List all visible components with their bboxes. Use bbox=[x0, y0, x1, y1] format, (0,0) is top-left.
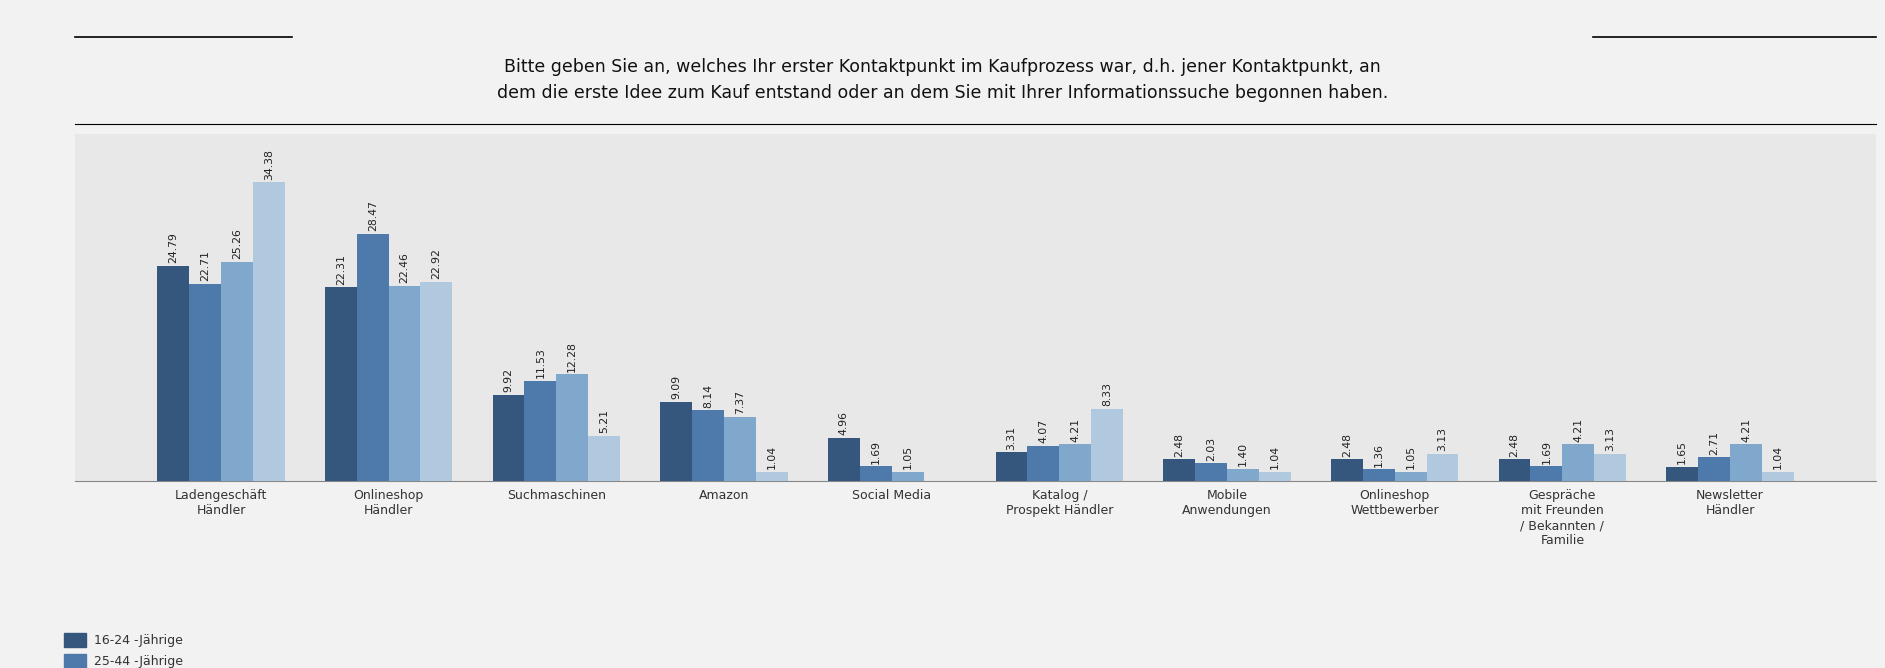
Bar bbox=[1091, 409, 1123, 481]
Bar bbox=[156, 266, 188, 481]
Text: 2.48: 2.48 bbox=[1174, 433, 1184, 457]
Bar bbox=[1027, 446, 1059, 481]
Legend: 16-24 -Jährige, 25-44 -Jährige, 45-64 -Jährige, 64-88-Jährige: 16-24 -Jährige, 25-44 -Jährige, 45-64 -J… bbox=[64, 633, 183, 668]
Bar bbox=[692, 410, 724, 481]
Text: 1.05: 1.05 bbox=[1406, 445, 1416, 469]
Text: 1.04: 1.04 bbox=[1772, 445, 1783, 470]
Bar bbox=[1059, 444, 1091, 481]
Text: 22.71: 22.71 bbox=[200, 250, 209, 281]
Bar bbox=[1499, 460, 1531, 481]
Bar bbox=[1730, 444, 1762, 481]
Text: 2.48: 2.48 bbox=[1510, 433, 1519, 457]
Bar bbox=[1698, 458, 1730, 481]
Bar bbox=[724, 417, 756, 481]
Text: 9.09: 9.09 bbox=[671, 375, 680, 399]
Text: 4.96: 4.96 bbox=[839, 411, 848, 436]
Bar bbox=[892, 472, 924, 481]
Text: 1.05: 1.05 bbox=[903, 445, 912, 469]
Bar bbox=[221, 262, 253, 481]
Text: 1.04: 1.04 bbox=[1270, 445, 1280, 470]
Bar bbox=[660, 402, 692, 481]
Text: 34.38: 34.38 bbox=[264, 149, 273, 180]
Bar bbox=[860, 466, 892, 481]
Bar bbox=[1595, 454, 1627, 481]
Bar bbox=[588, 436, 620, 481]
Text: 4.07: 4.07 bbox=[1039, 419, 1048, 443]
Text: 3.31: 3.31 bbox=[1007, 426, 1016, 450]
Bar bbox=[492, 395, 524, 481]
Bar bbox=[388, 286, 420, 481]
Bar bbox=[1531, 466, 1563, 481]
Bar bbox=[253, 182, 285, 481]
Text: 8.14: 8.14 bbox=[703, 383, 713, 407]
Text: 2.71: 2.71 bbox=[1710, 431, 1719, 455]
Text: 22.31: 22.31 bbox=[336, 254, 345, 285]
Text: 2.48: 2.48 bbox=[1342, 433, 1352, 457]
Text: 1.40: 1.40 bbox=[1238, 442, 1248, 466]
Bar bbox=[1427, 454, 1459, 481]
Bar bbox=[556, 374, 588, 481]
Text: 9.92: 9.92 bbox=[503, 368, 513, 392]
Bar bbox=[1331, 460, 1363, 481]
Bar bbox=[1227, 469, 1259, 481]
Bar bbox=[1395, 472, 1427, 481]
Bar bbox=[1762, 472, 1795, 481]
Text: 22.46: 22.46 bbox=[400, 253, 409, 283]
Bar bbox=[1563, 444, 1595, 481]
Bar bbox=[1363, 469, 1395, 481]
Text: 11.53: 11.53 bbox=[535, 347, 545, 378]
Text: 1.69: 1.69 bbox=[871, 440, 880, 464]
Bar bbox=[188, 284, 221, 481]
Text: 4.21: 4.21 bbox=[1071, 418, 1080, 442]
Text: 2.03: 2.03 bbox=[1206, 437, 1216, 461]
Bar bbox=[1163, 460, 1195, 481]
Text: 1.65: 1.65 bbox=[1678, 440, 1687, 464]
Bar bbox=[324, 287, 356, 481]
Text: 12.28: 12.28 bbox=[567, 341, 577, 371]
Bar bbox=[756, 472, 788, 481]
Bar bbox=[828, 438, 860, 481]
Text: 8.33: 8.33 bbox=[1103, 382, 1112, 406]
Text: 3.13: 3.13 bbox=[1438, 427, 1448, 451]
Bar bbox=[356, 234, 388, 481]
Bar bbox=[420, 282, 452, 481]
Bar bbox=[995, 452, 1027, 481]
Text: 3.13: 3.13 bbox=[1606, 427, 1615, 451]
Bar bbox=[524, 381, 556, 481]
Text: 7.37: 7.37 bbox=[735, 390, 745, 414]
Text: 24.79: 24.79 bbox=[168, 232, 179, 263]
Text: 4.21: 4.21 bbox=[1574, 418, 1583, 442]
Text: 1.69: 1.69 bbox=[1542, 440, 1551, 464]
Text: 28.47: 28.47 bbox=[368, 200, 377, 231]
Bar bbox=[1666, 467, 1698, 481]
Bar bbox=[1259, 472, 1291, 481]
Text: Bitte geben Sie an, welches Ihr erster Kontaktpunkt im Kaufprozess war, d.h. jen: Bitte geben Sie an, welches Ihr erster K… bbox=[498, 58, 1387, 102]
Text: 25.26: 25.26 bbox=[232, 228, 241, 259]
Text: 4.21: 4.21 bbox=[1742, 418, 1751, 442]
Text: 22.92: 22.92 bbox=[432, 248, 441, 279]
Text: 5.21: 5.21 bbox=[599, 409, 609, 433]
Bar bbox=[1195, 464, 1227, 481]
Text: 1.04: 1.04 bbox=[767, 445, 777, 470]
Text: 1.36: 1.36 bbox=[1374, 442, 1384, 466]
